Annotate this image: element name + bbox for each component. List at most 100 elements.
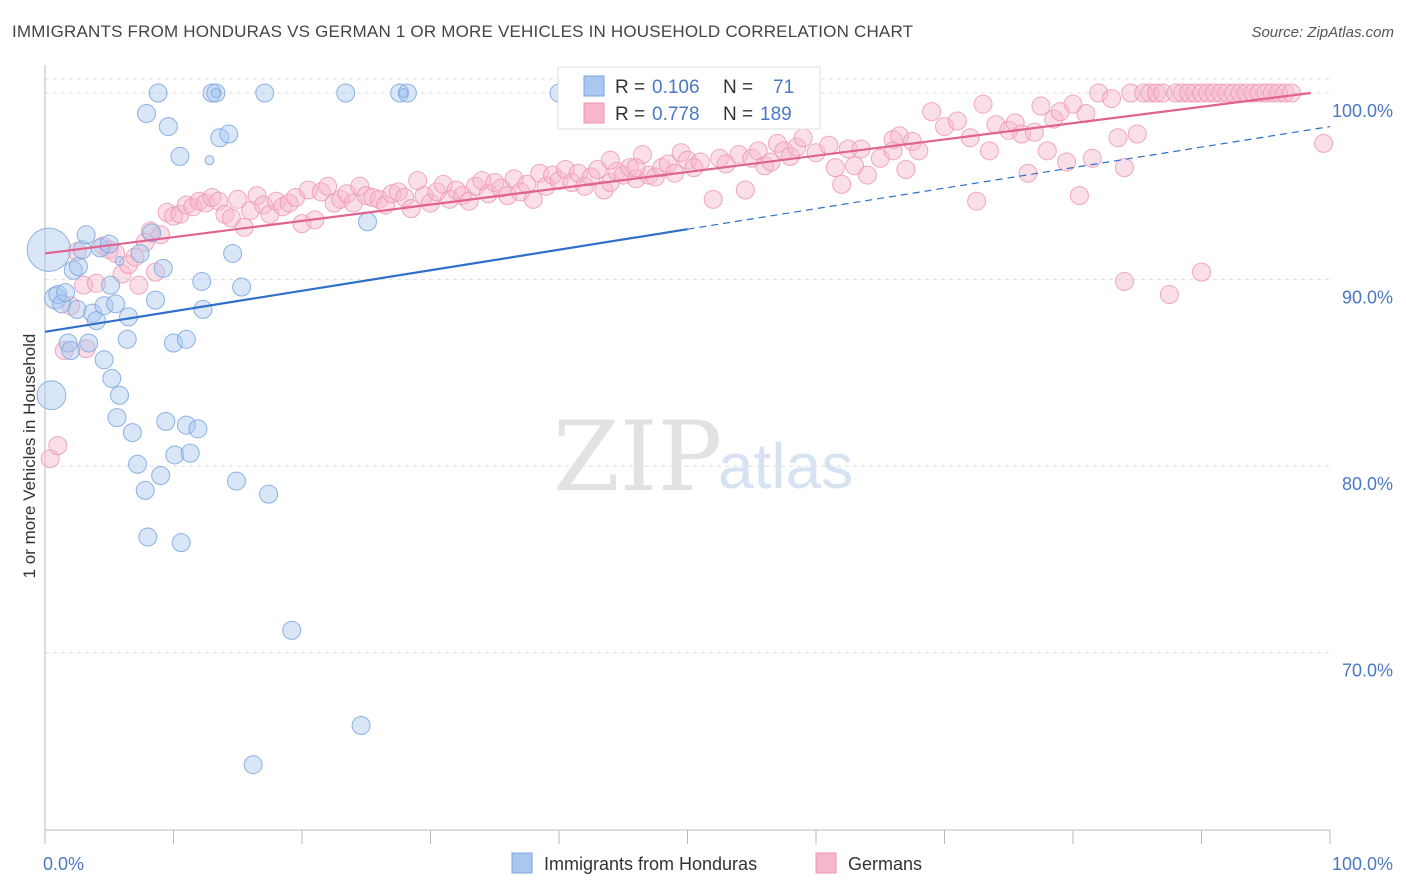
point-germans (129, 275, 149, 295)
point-honduras (146, 290, 166, 310)
point-germans (221, 208, 241, 228)
point-honduras (135, 480, 155, 500)
point-germans (176, 195, 196, 215)
point-honduras (336, 83, 356, 103)
point-germans (671, 143, 691, 163)
point-germans (164, 206, 183, 226)
point-honduras (148, 83, 168, 103)
point-germans (395, 187, 415, 207)
point-honduras (223, 243, 243, 263)
point-germans (1108, 128, 1128, 148)
point-germans (350, 176, 370, 196)
point-germans (1031, 96, 1051, 116)
point-germans (491, 178, 511, 198)
point-germans (1114, 158, 1134, 178)
point-honduras (232, 277, 252, 297)
chart-title: IMMIGRANTS FROM HONDURAS VS GERMAN 1 OR … (12, 22, 914, 41)
legend-n-label-2: N = (723, 104, 753, 125)
point-honduras (26, 227, 71, 272)
point-germans (819, 135, 839, 155)
point-honduras (101, 275, 121, 295)
point-germans (690, 152, 710, 172)
trend-line-honduras (44, 228, 688, 333)
point-germans (440, 189, 460, 209)
point-honduras (219, 124, 239, 144)
point-germans (228, 189, 248, 209)
point-germans (883, 130, 903, 150)
series-legend-label-honduras: Immigrants from Honduras (544, 854, 757, 874)
point-honduras (106, 294, 126, 314)
legend-r-value-2: 0.778 (652, 104, 700, 125)
chart-source: Source: ZipAtlas.com (1251, 24, 1394, 41)
point-germans (1037, 141, 1057, 161)
point-honduras (102, 368, 122, 388)
legend-n-label-1: N = (723, 77, 753, 98)
point-germans (626, 158, 646, 178)
point-honduras (128, 454, 148, 474)
point-germans (935, 117, 954, 137)
point-honduras (226, 471, 246, 491)
point-honduras (79, 333, 99, 353)
y-tick-labels: 100.0% 90.0% 80.0% 70.0% (1332, 101, 1393, 681)
point-germans (382, 184, 402, 204)
watermark-atlas: atlas (718, 430, 853, 502)
point-honduras (164, 333, 183, 353)
point-germans (1069, 186, 1089, 206)
legend-r-value-1: 0.106 (652, 77, 700, 98)
point-honduras (243, 755, 263, 775)
y-tick-label: 70.0% (1342, 661, 1393, 681)
point-germans (825, 158, 845, 178)
point-germans (189, 191, 209, 211)
y-tick-label: 90.0% (1342, 288, 1393, 308)
point-germans (896, 159, 916, 179)
point-germans (292, 214, 312, 234)
point-honduras (255, 83, 275, 103)
point-germans (125, 247, 145, 267)
point-honduras (67, 299, 87, 319)
point-germans (273, 197, 293, 217)
trend-line-germans (44, 91, 1311, 255)
point-germans (857, 165, 877, 185)
point-honduras (165, 445, 185, 465)
point-honduras (137, 104, 157, 124)
point-germans (1057, 152, 1077, 172)
point-honduras (398, 87, 409, 98)
point-germans (600, 150, 620, 170)
point-honduras (210, 87, 221, 98)
legend-n-value-2: 189 (760, 104, 792, 125)
point-germans (202, 187, 222, 207)
point-germans (658, 154, 678, 174)
point-honduras (94, 350, 114, 370)
series-legend-swatch-germans (815, 852, 837, 874)
x-tick-labels: 0.0% 100.0% (43, 854, 1393, 874)
point-honduras (122, 423, 142, 443)
axes (44, 65, 1331, 844)
y-axis-title: 1 or more Vehicles in Household (20, 334, 39, 579)
point-germans (1114, 271, 1134, 291)
point-germans (318, 176, 338, 196)
point-germans (324, 193, 344, 213)
y-tick-label: 80.0% (1342, 474, 1393, 494)
point-germans (767, 133, 787, 153)
point-honduras (192, 271, 212, 291)
point-germans (703, 189, 723, 209)
point-honduras (114, 255, 125, 266)
point-honduras (58, 333, 78, 353)
series-legend-swatch-honduras (511, 852, 533, 874)
point-germans (1063, 94, 1083, 114)
point-germans (780, 146, 800, 166)
point-germans (253, 195, 273, 215)
point-honduras (63, 260, 83, 280)
point-honduras (94, 296, 114, 316)
point-germans (832, 174, 852, 194)
legend-n-value-1: 71 (773, 77, 794, 98)
watermark: ZIP atlas (553, 401, 853, 513)
point-germans (1089, 83, 1109, 103)
point-germans (523, 189, 543, 209)
watermark-zip: ZIP (553, 401, 722, 513)
point-germans (1044, 109, 1064, 129)
point-germans (922, 102, 942, 122)
legend: R = 0.106 N = 71 R = 0.778 N = 189 (557, 66, 821, 130)
point-germans (1082, 148, 1102, 168)
